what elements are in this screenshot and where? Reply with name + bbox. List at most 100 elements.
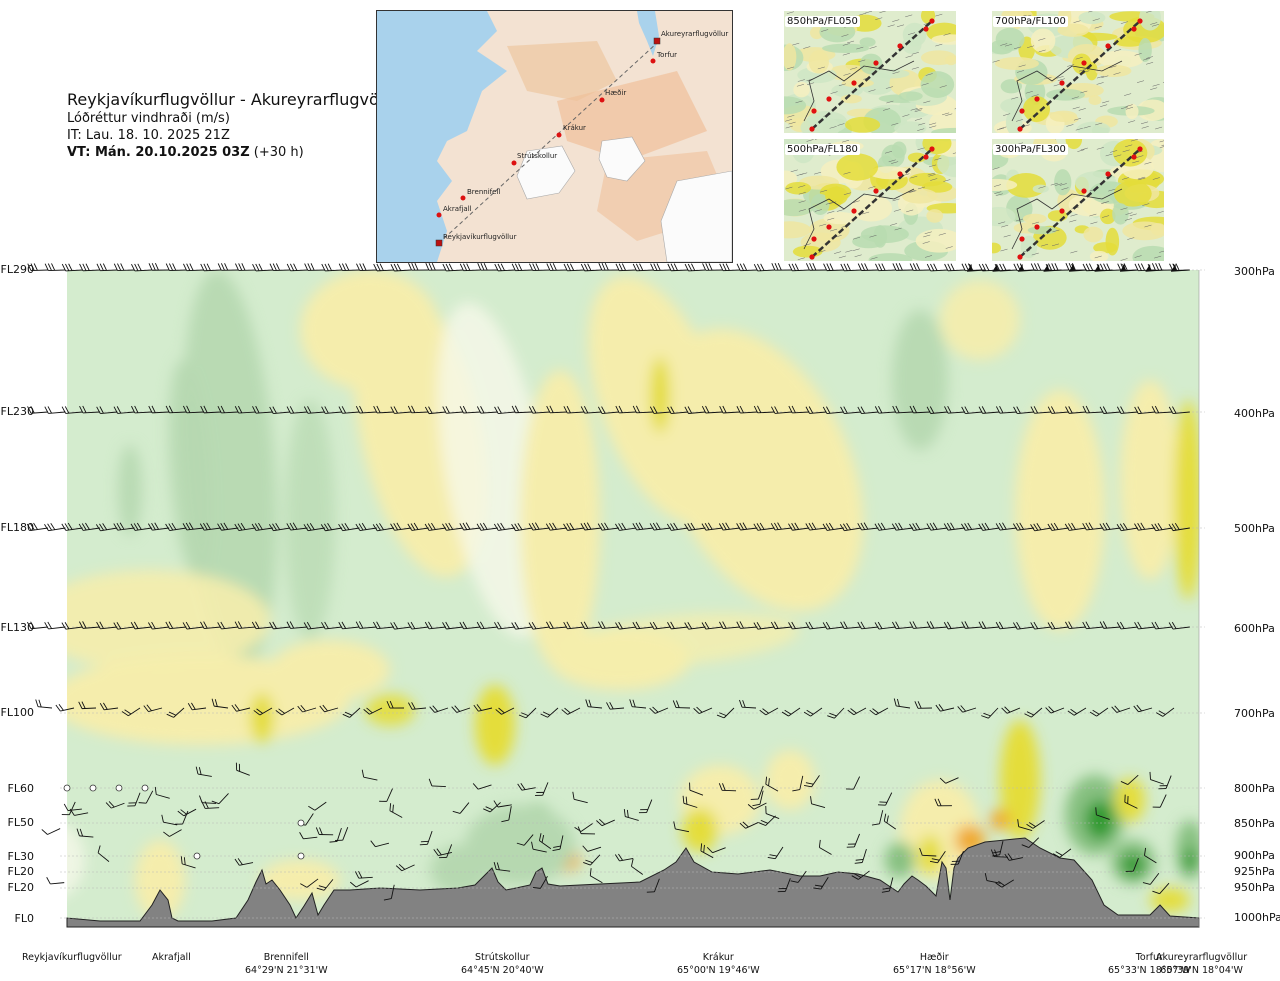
mini-map-barb	[784, 119, 793, 122]
wind-barb	[846, 833, 860, 848]
wind-barb	[459, 621, 481, 630]
mini-map-barb	[1094, 25, 1102, 29]
wind-barb	[1099, 522, 1121, 531]
wind-barb	[231, 704, 251, 712]
mini-map-barb	[939, 85, 947, 88]
mini-map-barb	[875, 17, 883, 20]
mini-map-barb	[1078, 68, 1087, 72]
wind-barb	[511, 263, 533, 272]
wind-barb	[823, 263, 844, 272]
wind-barb	[1120, 774, 1139, 785]
mini-map-barb	[1150, 22, 1158, 25]
wind-barb	[1152, 794, 1167, 808]
wind-barb	[300, 878, 319, 888]
mini-map-cell	[1139, 11, 1162, 31]
wind-barb	[308, 801, 327, 811]
wind-barb	[321, 621, 343, 630]
wind-barb	[1099, 621, 1121, 629]
mini-map-waypoint	[811, 236, 817, 242]
wind-barb	[286, 406, 308, 414]
mini-map-cell	[931, 127, 956, 133]
mini-map-barb	[993, 184, 1002, 187]
wind-barb	[96, 621, 118, 630]
mini-map-waypoint	[826, 224, 832, 230]
wind-barb	[234, 621, 256, 629]
wind-barb	[580, 522, 602, 531]
mini-map-barb	[843, 171, 851, 175]
mini-map-cell	[1083, 226, 1104, 243]
mini-map-waypoint	[1019, 236, 1025, 242]
mini-map-cell	[1132, 245, 1164, 261]
mini-map-barb	[1080, 90, 1088, 94]
mini-map-barb	[795, 100, 803, 104]
mini-map-barb	[1102, 215, 1110, 218]
mini-map-barb	[914, 118, 923, 121]
mini-map-barb	[1124, 218, 1133, 221]
wind-barb	[269, 621, 291, 630]
wind-barb	[26, 522, 49, 531]
wind-barb	[995, 879, 1014, 888]
mini-map-barb	[995, 193, 1003, 196]
mini-map-barb	[934, 157, 942, 161]
wind-barb	[777, 878, 791, 893]
mini-map-barb	[792, 42, 800, 46]
wind-barb	[321, 406, 343, 414]
wind-barb	[182, 405, 204, 414]
mini-map-barb	[1025, 91, 1033, 94]
glacier-hofsjokull	[598, 136, 646, 182]
velocity-cell	[1183, 848, 1197, 872]
wind-barb	[978, 621, 1000, 629]
mini-map-waypoint	[873, 188, 879, 194]
wind-barb	[1065, 406, 1087, 414]
map-label-2: Brennifell	[467, 188, 500, 196]
wind-barb	[477, 262, 498, 271]
velocity-cell	[475, 685, 515, 765]
wind-barb	[759, 707, 779, 716]
wind-barb	[182, 522, 204, 531]
mini-map-barb	[1003, 234, 1011, 238]
hpa-label: 500hPa	[1234, 522, 1275, 535]
wind-barb	[354, 870, 373, 879]
wind-barb	[580, 263, 602, 272]
wind-barb	[1133, 704, 1153, 713]
mini-map-barb	[925, 73, 933, 76]
wind-barb	[1030, 263, 1052, 271]
wind-barb	[319, 704, 339, 713]
wind-barb	[1151, 405, 1173, 414]
wind-barb	[1124, 794, 1138, 809]
mini-map-cell	[1020, 235, 1038, 259]
wind-barb	[1065, 621, 1087, 630]
fl-label: FL30	[7, 850, 34, 863]
wind-barb	[839, 523, 862, 532]
wind-barb	[174, 810, 189, 825]
wind-barb	[561, 707, 581, 715]
wind-barb	[251, 522, 273, 531]
mini-map-barb	[870, 257, 878, 260]
mini-map-waypoint	[1059, 80, 1065, 86]
velocity-cell	[990, 810, 1010, 830]
wind-barb	[939, 777, 959, 784]
wind-barb	[563, 522, 585, 531]
wind-barb	[1030, 523, 1052, 532]
mini-map-barb	[1120, 207, 1128, 210]
wind-barb	[950, 851, 964, 865]
mini-map-barb	[929, 122, 937, 126]
wind-barb	[701, 621, 723, 630]
wind-barb	[472, 783, 492, 790]
mini-map-cell	[1122, 221, 1164, 241]
mini-map-barb	[1071, 96, 1079, 99]
mini-map-label: 700hPa/FL100	[993, 16, 1068, 27]
wind-barb	[827, 707, 845, 719]
wind-barb	[1024, 707, 1043, 718]
mini-map-barb	[1054, 183, 1063, 186]
mini-map-barb	[884, 150, 893, 154]
wind-barb	[585, 699, 603, 709]
wind-barb	[540, 707, 559, 718]
wind-barb	[992, 263, 1011, 272]
mini-map-waypoint	[1105, 171, 1111, 177]
mini-map-barb	[1052, 229, 1060, 233]
wind-barb	[424, 522, 446, 531]
mini-map-waypoint	[1081, 60, 1087, 66]
wind-barb	[528, 406, 550, 414]
wind-barb	[217, 522, 239, 531]
